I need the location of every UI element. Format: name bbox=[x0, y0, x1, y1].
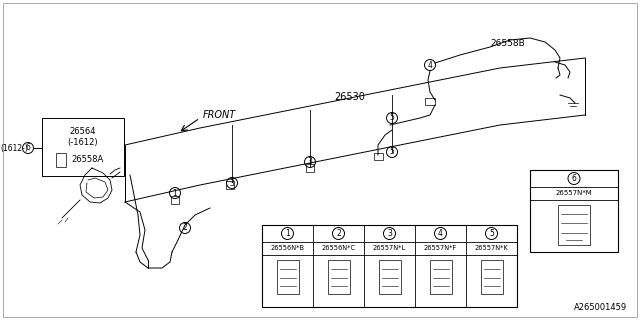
Text: 2: 2 bbox=[182, 223, 188, 233]
Text: 26558A: 26558A bbox=[72, 156, 104, 164]
Text: 26530: 26530 bbox=[335, 92, 365, 102]
Text: A265001459: A265001459 bbox=[574, 303, 627, 312]
Text: 5: 5 bbox=[390, 114, 394, 123]
Text: 6: 6 bbox=[572, 174, 577, 183]
Text: 26564: 26564 bbox=[70, 127, 96, 137]
Bar bbox=[171, 196, 179, 204]
Text: 6: 6 bbox=[26, 143, 31, 153]
Bar bbox=[56, 153, 66, 167]
Text: 5: 5 bbox=[489, 229, 494, 238]
Text: 26557N*F: 26557N*F bbox=[424, 245, 457, 251]
Text: 26557N*M: 26557N*M bbox=[556, 190, 593, 196]
Bar bbox=[306, 164, 314, 172]
Text: 3: 3 bbox=[308, 157, 312, 166]
Text: FRONT: FRONT bbox=[203, 110, 236, 120]
Bar bbox=[558, 205, 590, 245]
Text: 26556N*C: 26556N*C bbox=[321, 245, 356, 251]
Text: 1: 1 bbox=[173, 188, 177, 197]
Bar bbox=[262, 225, 517, 307]
Text: 26557N*K: 26557N*K bbox=[475, 245, 508, 251]
Text: 4: 4 bbox=[428, 60, 433, 69]
Text: 26557N*L: 26557N*L bbox=[373, 245, 406, 251]
Text: 5: 5 bbox=[390, 148, 394, 156]
Text: (-1612): (-1612) bbox=[68, 138, 99, 147]
Bar bbox=[425, 98, 435, 105]
Bar bbox=[429, 260, 451, 294]
Text: 26558B: 26558B bbox=[490, 38, 525, 47]
Bar bbox=[481, 260, 502, 294]
Bar bbox=[328, 260, 349, 294]
Text: 1: 1 bbox=[285, 229, 290, 238]
Text: 3: 3 bbox=[230, 179, 234, 188]
Text: 2: 2 bbox=[336, 229, 341, 238]
Text: 4: 4 bbox=[438, 229, 443, 238]
Bar bbox=[276, 260, 298, 294]
Bar bbox=[378, 260, 401, 294]
Text: (1612-): (1612-) bbox=[0, 143, 28, 153]
Text: 26556N*B: 26556N*B bbox=[271, 245, 305, 251]
Bar bbox=[530, 170, 618, 252]
Text: 3: 3 bbox=[387, 229, 392, 238]
Bar bbox=[226, 181, 234, 189]
Bar bbox=[42, 118, 124, 176]
Bar bbox=[374, 153, 383, 160]
